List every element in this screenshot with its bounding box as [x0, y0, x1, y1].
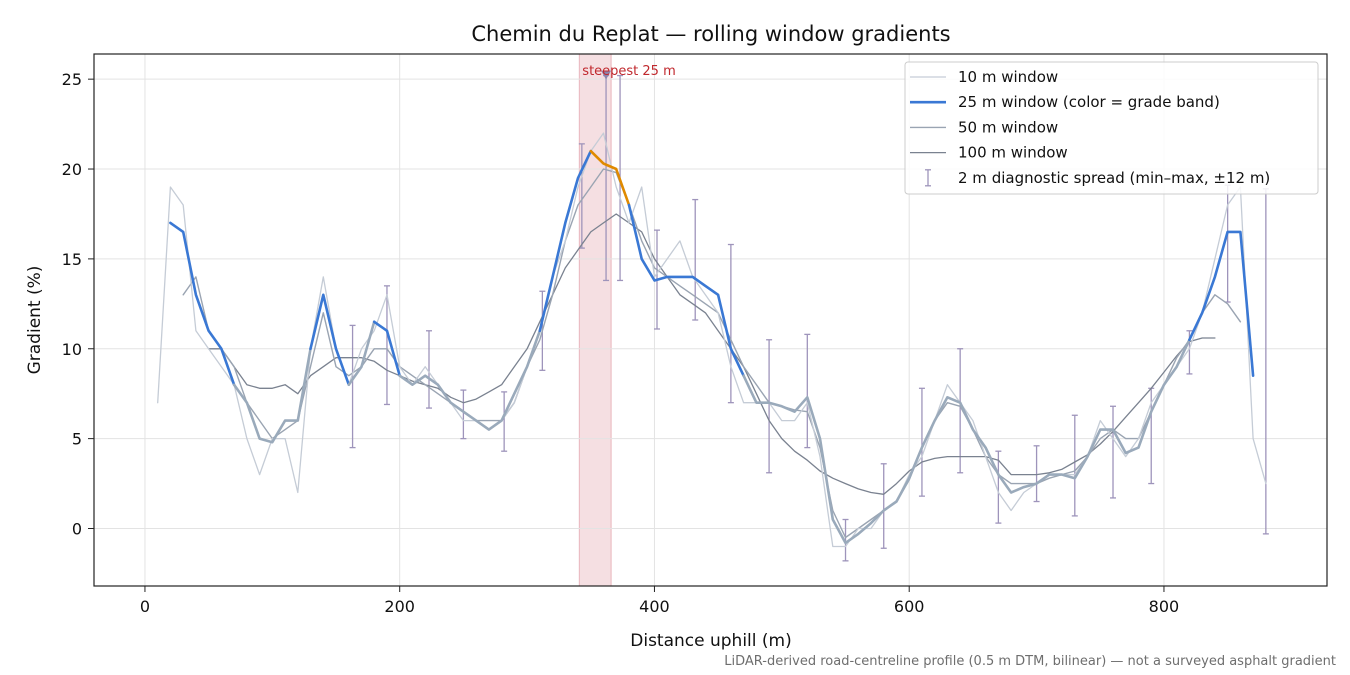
y-tick-label: 20: [62, 160, 82, 179]
error-bar: [1110, 405, 1117, 499]
error-bar: [383, 285, 390, 406]
x-tick-label: 0: [140, 597, 150, 616]
line-1: [1188, 230, 1255, 377]
line-2: [182, 168, 1242, 539]
error-bar: [880, 463, 887, 549]
y-tick-label: 10: [62, 340, 82, 359]
x-tick-label: 400: [639, 597, 670, 616]
line-1: [589, 149, 631, 207]
highlight-marker: [601, 70, 612, 80]
legend-box: [904, 61, 1319, 195]
error-bar: [692, 198, 699, 321]
line-1: [538, 149, 593, 333]
line-1: [169, 221, 236, 386]
chart-title: Chemin du Replat — rolling window gradie…: [471, 22, 950, 46]
y-tick-label: 0: [72, 519, 82, 538]
line-1: [309, 293, 351, 386]
error-bar: [727, 243, 734, 404]
error-bar: [460, 389, 467, 440]
error-bar: [995, 450, 1002, 524]
plot-frame: [93, 53, 1328, 587]
y-tick-label: 5: [72, 430, 82, 449]
line-1: [398, 329, 542, 431]
error-bar: [349, 324, 356, 449]
error-bar: [918, 387, 925, 497]
line-1: [627, 203, 745, 377]
y-axis-label: Gradient (%): [25, 266, 45, 375]
error-bar: [842, 518, 849, 562]
line-1: [742, 338, 1191, 545]
legend-label: 50 m window: [958, 118, 1058, 136]
error-bar: [1033, 445, 1040, 503]
legend-label: 2 m diagnostic spread (min–max, ±12 m): [958, 169, 1270, 187]
line-0: [157, 132, 1267, 548]
x-axis-label: Distance uphill (m): [630, 631, 791, 651]
legend: 10 m window 25 m window (color = grade ba…: [904, 61, 1319, 195]
x-tick-label: 200: [384, 597, 415, 616]
error-bar: [804, 333, 811, 449]
footnote: LiDAR-derived road-centreline profile (0…: [724, 654, 1336, 669]
legend-label: 10 m window: [958, 68, 1058, 86]
x-tick-label: 800: [1149, 597, 1180, 616]
line-1: [347, 320, 376, 386]
error-bar: [1071, 414, 1078, 517]
highlight-label: steepest 25 m: [582, 64, 675, 79]
error-bar: [425, 330, 432, 409]
error-bar: [766, 339, 773, 474]
legend-label: 100 m window: [958, 144, 1068, 162]
line-1: [372, 320, 401, 377]
error-bar: [501, 391, 508, 452]
y-tick-label: 25: [62, 70, 82, 89]
x-tick-label: 600: [894, 597, 925, 616]
y-tick-label: 15: [62, 250, 82, 269]
line-3: [207, 213, 1216, 495]
legend-label: 25 m window (color = grade band): [958, 93, 1220, 111]
error-bar: [957, 348, 964, 474]
line-1: [232, 347, 312, 444]
